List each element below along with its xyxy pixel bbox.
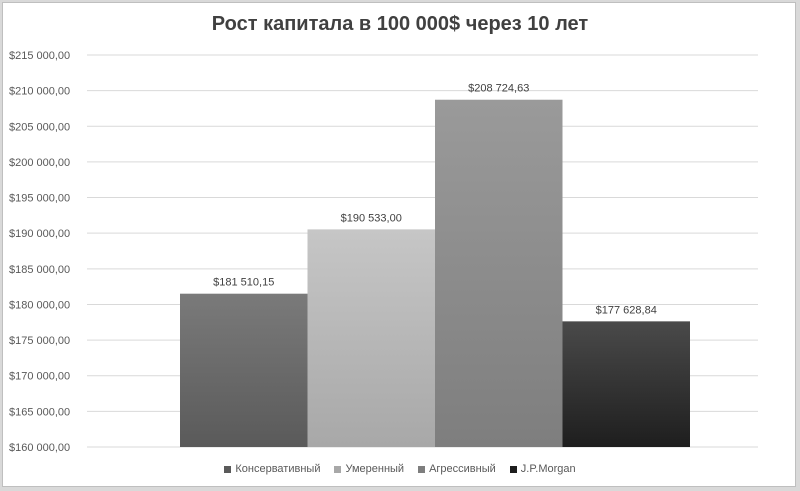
legend-label: J.P.Morgan [520, 463, 576, 475]
y-tick-label: $195 000,00 [9, 193, 70, 205]
bar [180, 293, 308, 447]
data-label: $177 628,84 [596, 304, 657, 316]
bar [435, 99, 563, 448]
y-tick-label: $200 000,00 [9, 157, 70, 169]
legend-label: Агрессивный [429, 463, 496, 475]
chart-legend: Консервативный Умеренный Агрессивный J.P.Mo… [3, 463, 797, 475]
legend-item: Консервативный [224, 463, 320, 475]
data-label: $208 724,63 [468, 83, 529, 95]
y-tick-label: $190 000,00 [9, 228, 70, 240]
legend-label: Умеренный [345, 463, 405, 475]
legend-swatch [334, 465, 342, 473]
chart-title: Рост капитала в 100 000$ через 10 лет [211, 13, 589, 35]
y-tick-label: $185 000,00 [9, 264, 70, 276]
legend-label: Консервативный [235, 463, 321, 475]
legend-item: Агрессивный [418, 463, 496, 475]
bar [562, 321, 690, 447]
y-tick-label: $210 000,00 [9, 86, 70, 98]
legend-item: Умеренный [334, 463, 404, 475]
y-tick-label: $215 000,00 [9, 50, 70, 62]
legend-swatch [224, 465, 232, 473]
y-tick-label: $180 000,00 [9, 299, 70, 311]
y-tick-label: $160 000,00 [9, 442, 70, 454]
legend-swatch [509, 465, 517, 473]
y-tick-label: $175 000,00 [9, 335, 70, 347]
chart-plot: $215 000,00 $210 000,00 $205 000,00 $200 00… [9, 50, 758, 454]
y-tick-label: $165 000,00 [9, 406, 70, 418]
data-label: $181 510,15 [213, 277, 274, 289]
bar [307, 229, 435, 447]
legend-item: J.P.Morgan [509, 463, 576, 475]
y-tick-label: $205 000,00 [9, 121, 70, 133]
legend-swatch [418, 465, 426, 473]
y-tick-label: $170 000,00 [9, 371, 70, 383]
data-label: $190 533,00 [341, 212, 402, 224]
